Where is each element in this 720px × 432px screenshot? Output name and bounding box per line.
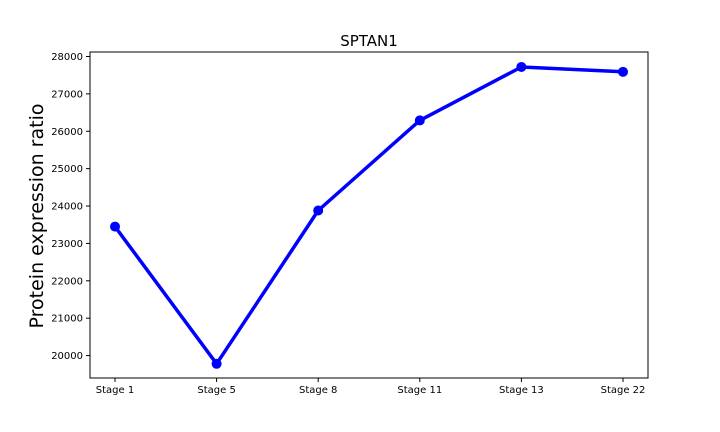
y-axis: 20000 21000 22000 23000 24000 25000 26000 27000…	[51, 52, 90, 362]
series-line	[113, 65, 625, 366]
x-tick-label: Stage 11	[397, 385, 442, 396]
data-point	[414, 115, 425, 126]
y-tick-label: 23000	[51, 239, 83, 250]
plot-area-frame	[89, 51, 649, 379]
x-tick-label: Stage 5	[197, 385, 235, 396]
y-tick-label: 27000	[51, 89, 83, 100]
data-point	[110, 221, 120, 232]
y-axis-label: Protein expression ratio	[26, 104, 48, 329]
y-tick-label: 26000	[51, 127, 83, 138]
y-tick-label: 28000	[51, 52, 83, 63]
y-tick-label: 24000	[51, 202, 83, 213]
x-tick-label: Stage 13	[499, 385, 544, 396]
y-tick-label: 22000	[51, 276, 83, 287]
x-tick-label: Stage 8	[299, 385, 337, 396]
y-tick-label: 21000	[51, 314, 83, 325]
y-tick-label: 25000	[51, 164, 83, 175]
x-axis: Stage 1 Stage 5 Stage 8 Stage 11 Stage 13 Sta…	[96, 378, 646, 396]
data-point	[618, 66, 628, 77]
chart-title: SPTAN1	[340, 32, 398, 50]
series-layer	[110, 61, 628, 369]
data-point	[516, 61, 527, 72]
y-tick-label: 20000	[51, 351, 83, 362]
data-point	[211, 358, 222, 369]
data-point	[313, 205, 324, 216]
x-tick-label: Stage 1	[96, 385, 134, 396]
x-tick-label: Stage 22	[601, 385, 646, 396]
